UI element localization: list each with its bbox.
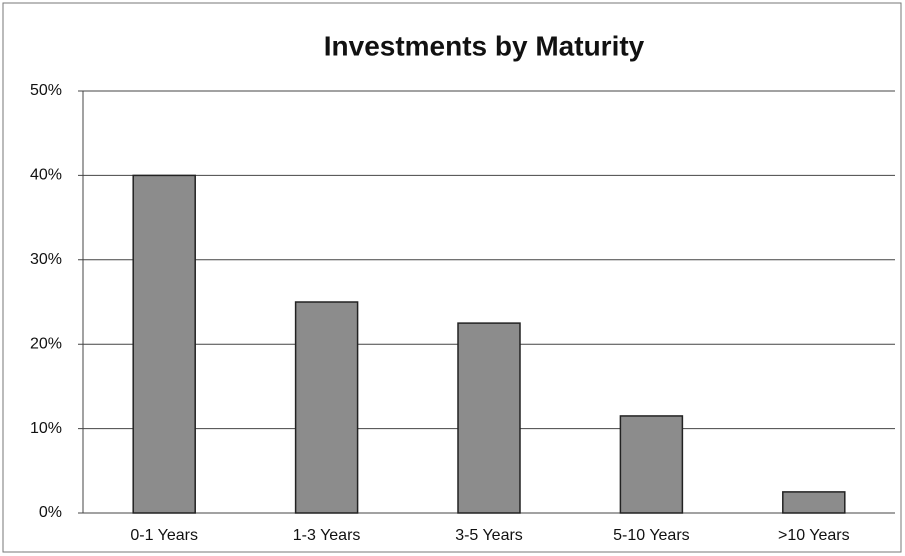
bar — [294, 301, 359, 514]
bar — [457, 322, 521, 514]
y-tick-label: 0% — [39, 504, 62, 521]
bar — [132, 174, 196, 514]
x-tick-label: 5-10 Years — [613, 527, 690, 544]
chart-title: Investments by Maturity — [324, 30, 645, 61]
x-tick-label: 3-5 Years — [455, 527, 523, 544]
x-tick-label: 0-1 Years — [130, 527, 198, 544]
y-tick-label: 30% — [30, 251, 62, 268]
x-tick-label: >10 Years — [778, 527, 850, 544]
y-tick-label: 20% — [30, 335, 62, 352]
x-tick-label: 1-3 Years — [293, 527, 361, 544]
bar — [619, 415, 684, 514]
y-tick-label: 10% — [30, 420, 62, 437]
y-tick-label: 50% — [30, 82, 62, 99]
bar — [782, 491, 846, 514]
y-tick-label: 40% — [30, 167, 62, 184]
